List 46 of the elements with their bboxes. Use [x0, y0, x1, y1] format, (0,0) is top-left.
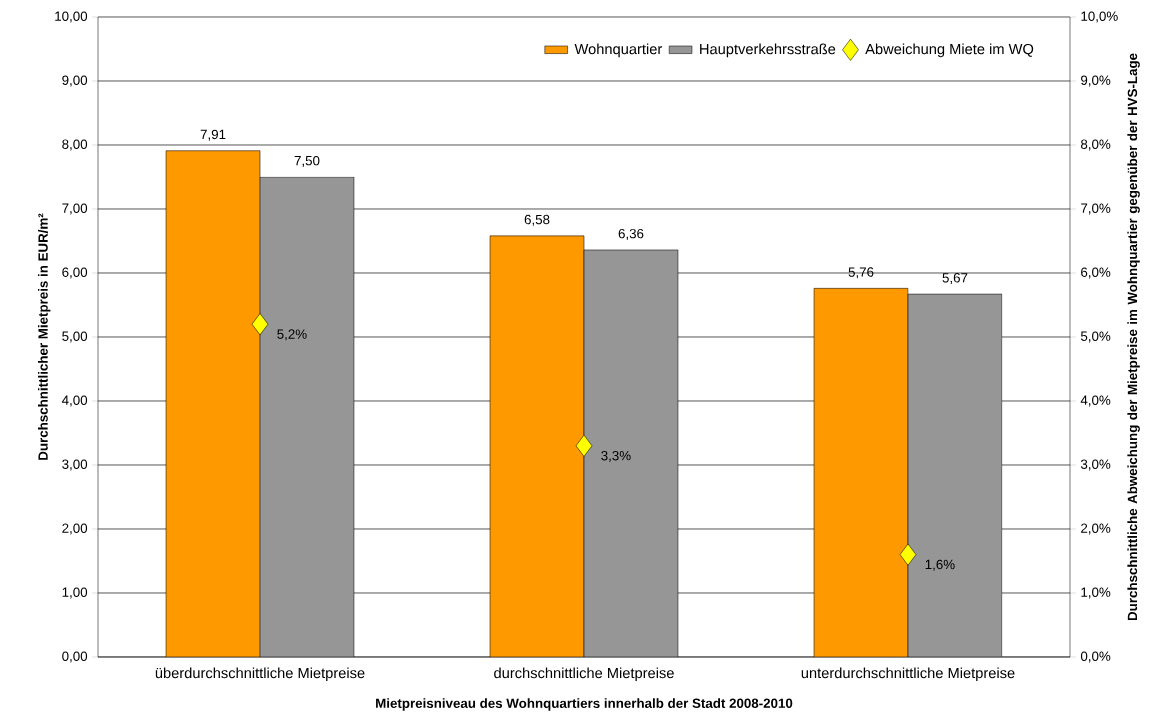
y2-tick-label: 1,0%: [1081, 587, 1111, 599]
y2-tick-label: 7,0%: [1081, 203, 1111, 215]
y-tick-label: 0,00: [62, 651, 88, 663]
data-label: 5,67: [942, 273, 968, 285]
y2-tick-label: 0,0%: [1080, 651, 1111, 663]
point: [575, 434, 593, 457]
y2-axis-title: Durchschnittliche Abweichung der Mietpreise im Wohnquartier gegenüber der HVS-Lage: [1127, 53, 1140, 621]
y2-tick-label: 10,0%: [1081, 11, 1118, 23]
y-tick-label: 7,00: [62, 203, 88, 215]
y2-tick-label: 4,0%: [1080, 395, 1111, 407]
bar: [813, 288, 909, 657]
y2-tick-label: 8,0%: [1080, 139, 1111, 151]
y-tick-label: 10,00: [55, 11, 88, 23]
point: [251, 313, 269, 336]
point: [899, 543, 917, 566]
y2-tick-label: 6,0%: [1081, 267, 1111, 279]
x-tick-label: durchschnittliche Mietpreise: [494, 667, 674, 682]
y-tick-label: 2,00: [62, 523, 88, 535]
y2-tick-label: 9,0%: [1081, 75, 1111, 87]
y2-tick-label: 2,0%: [1081, 523, 1111, 535]
y-tick-label: 8,00: [62, 139, 88, 151]
x-tick-label: überdurchschnittliche Mietpreise: [155, 667, 365, 682]
data-label: 7,50: [294, 155, 320, 167]
bar: [489, 235, 585, 657]
data-label: 5,2%: [277, 329, 307, 341]
y-tick-label: 9,00: [62, 75, 88, 87]
y-tick-label: 6,00: [62, 267, 88, 279]
data-label: 3,3%: [601, 450, 631, 462]
y-tick-label: 3,00: [62, 459, 88, 471]
x-axis-title: Mietpreisniveau des Wohnquartiers innerhalb der Stadt 2008-2010: [376, 698, 793, 711]
data-label: 6,58: [524, 214, 550, 226]
data-label: 7,91: [200, 129, 226, 141]
legend-label: Hauptverkehrsstraße: [700, 43, 836, 58]
data-label: 6,36: [618, 228, 644, 240]
y2-tick-label: 3,0%: [1080, 459, 1111, 471]
x-tick-label: unterdurchschnittliche Mietpreise: [801, 667, 1015, 682]
data-label: 1,6%: [925, 559, 955, 571]
legend-label: Abweichung Miete im WQ: [865, 43, 1034, 58]
legend-label: Wohnquartier: [574, 43, 663, 58]
y-tick-label: 5,00: [62, 331, 88, 343]
bar: [165, 150, 261, 657]
y-tick-label: 1,00: [62, 587, 88, 599]
y-tick-label: 4,00: [61, 395, 88, 407]
y2-tick-label: 5,0%: [1080, 331, 1111, 343]
y-axis-title: Durchschnittlicher Mietpreis in EUR/m²: [37, 213, 51, 460]
data-label: 5,76: [848, 267, 874, 279]
